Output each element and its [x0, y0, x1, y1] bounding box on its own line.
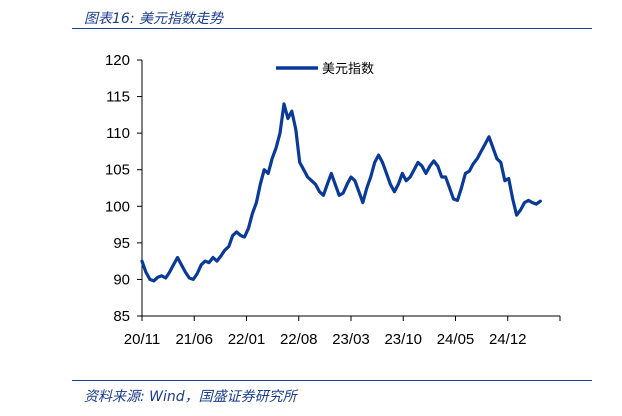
legend: 美元指数 [276, 62, 374, 77]
y-tick-label: 90 [113, 271, 130, 288]
x-tick-label: 24/05 [437, 331, 475, 348]
series-group [140, 102, 542, 283]
x-tick-label: 22/08 [280, 331, 318, 348]
x-axis-ticks: 20/11 21/06 22/01 22/08 23/03 23/10 24/05 24/12 [124, 316, 561, 348]
figure-title: 图表16: 美元指数走势 [84, 11, 223, 27]
x-tick-label: 24/12 [489, 331, 527, 348]
y-tick-label: 85 [113, 308, 130, 325]
y-tick-label: 115 [106, 89, 130, 106]
y-tick-label: 95 [113, 235, 130, 252]
series-line [140, 102, 542, 283]
legend-label: 美元指数 [322, 62, 374, 77]
x-tick-label: 20/11 [124, 331, 160, 348]
bottom-rule [72, 380, 592, 381]
y-tick-label: 105 [105, 162, 130, 179]
source-note: 资料来源: Wind，国盛证券研究所 [84, 389, 297, 405]
axes [141, 60, 560, 317]
top-rule [72, 28, 592, 29]
x-tick-label: 22/01 [228, 331, 266, 348]
y-tick-label: 100 [105, 198, 130, 215]
y-tick-label: 120 [105, 52, 130, 69]
x-tick-label: 23/03 [332, 331, 370, 348]
x-tick-label: 23/10 [384, 331, 422, 348]
x-tick-label: 21/06 [175, 331, 213, 348]
y-tick-label: 110 [106, 125, 130, 142]
y-axis-ticks: 85 90 95 100 105 110 115 120 [105, 52, 142, 325]
